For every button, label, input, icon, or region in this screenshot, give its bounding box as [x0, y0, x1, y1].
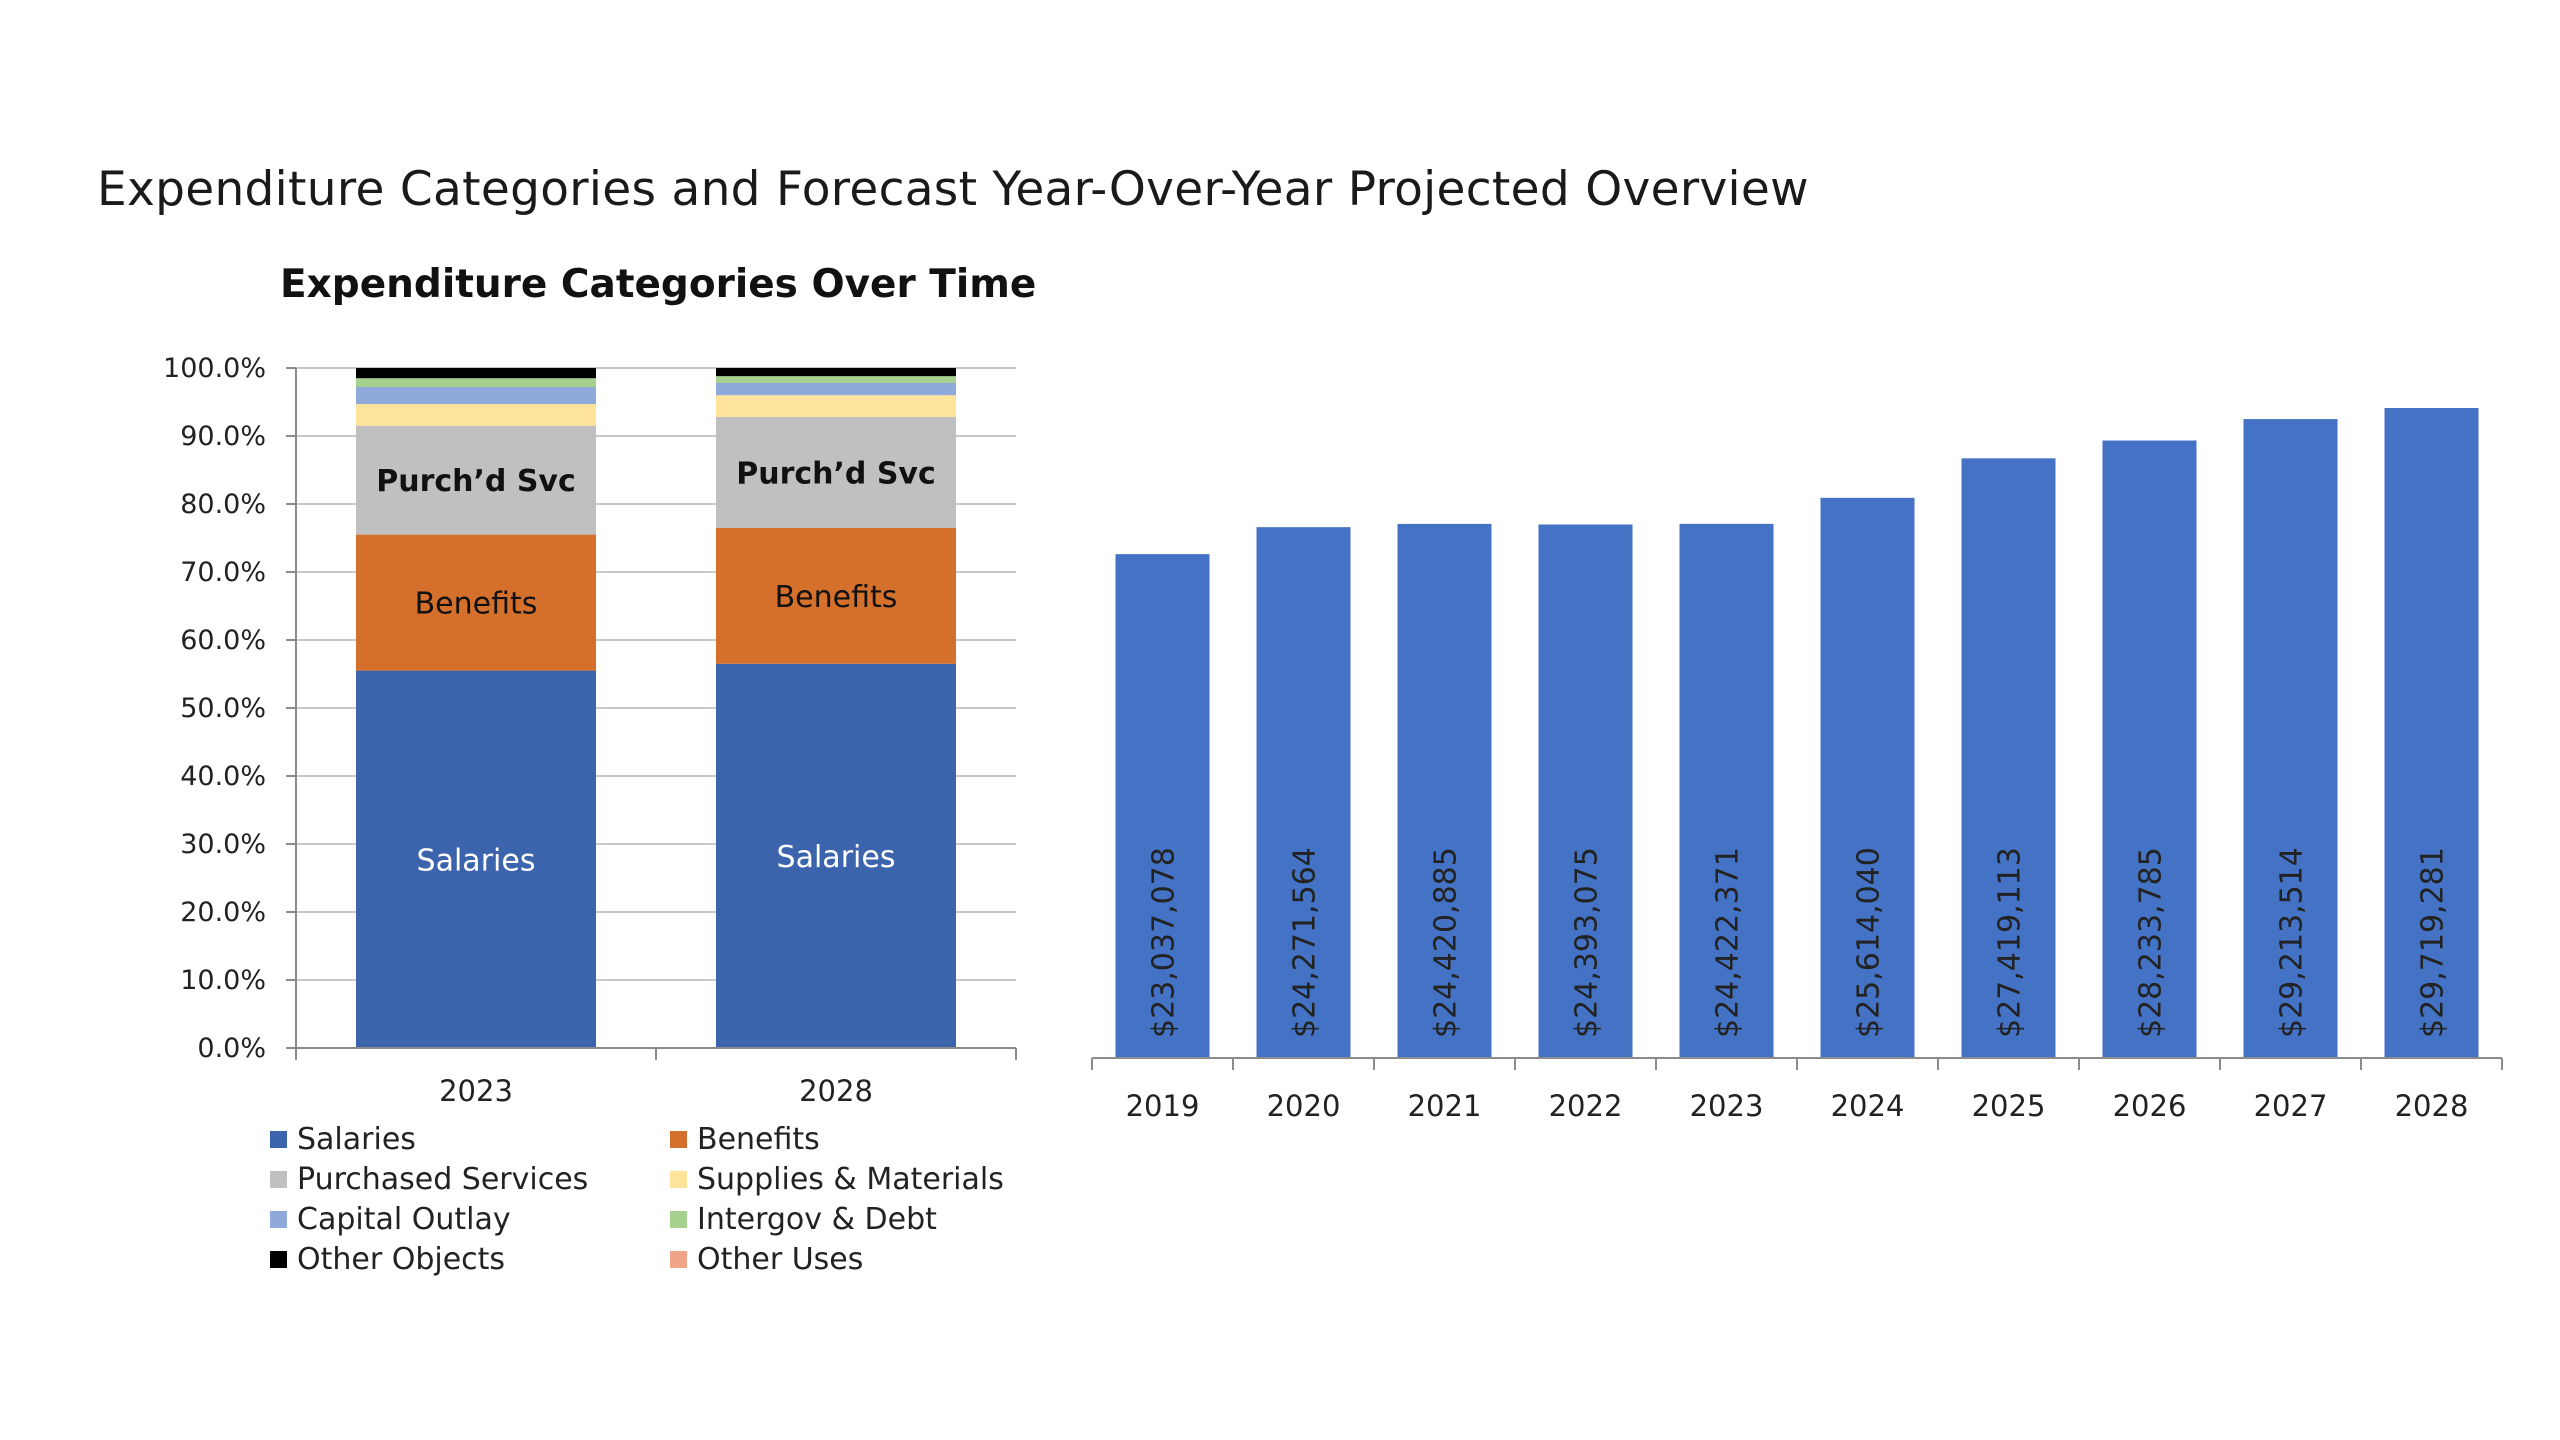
- forecast-bar: [1820, 497, 1915, 1058]
- forecast-bar: [1397, 523, 1492, 1058]
- y-tick-label: 80.0%: [180, 489, 266, 520]
- stacked-segment-salaries: [716, 663, 956, 1048]
- x-category-label: 2028: [799, 1074, 873, 1108]
- forecast-bar: [1961, 458, 2056, 1058]
- stacked-segment-purchased-services: [716, 416, 956, 528]
- legend-swatch: [270, 1130, 287, 1148]
- stacked-segment-salaries: [356, 670, 596, 1048]
- legend-item: Salaries: [270, 1121, 670, 1157]
- bar-data-label: $24,393,075: [1570, 847, 1605, 1038]
- segment-label: Purch’d Svc: [376, 464, 576, 499]
- stacked-segment-purchased-services: [356, 425, 596, 535]
- bar-data-label: $27,419,113: [1993, 847, 2028, 1038]
- legend-item: Supplies & Materials: [670, 1161, 1030, 1197]
- legend-item: Purchased Services: [270, 1161, 670, 1197]
- legend-label: Other Objects: [297, 1241, 506, 1277]
- x-category-label: 2026: [2113, 1089, 2187, 1123]
- x-category-label: 2020: [1267, 1089, 1341, 1123]
- stacked-segment-supplies-materials: [716, 395, 956, 417]
- legend-label: Capital Outlay: [297, 1201, 511, 1237]
- bar-data-label: $24,271,564: [1288, 847, 1323, 1038]
- legend-label: Other Uses: [697, 1241, 864, 1277]
- x-category-label: 2019: [1126, 1089, 1200, 1123]
- legend-swatch: [270, 1250, 287, 1268]
- bar-data-label: $29,213,514: [2275, 847, 2310, 1038]
- y-tick-label: 70.0%: [180, 557, 266, 588]
- y-tick-label: 40.0%: [180, 761, 266, 792]
- x-category-label: 2028: [2395, 1089, 2469, 1123]
- legend-label: Purchased Services: [297, 1161, 589, 1197]
- y-tick-label: 100.0%: [163, 353, 266, 384]
- x-category-label: 2027: [2254, 1089, 2328, 1123]
- stacked-segment-capital-outlay: [716, 382, 956, 396]
- legend-swatch: [270, 1210, 287, 1228]
- forecast-bar: [1256, 527, 1351, 1058]
- stacked-segment-capital-outlay: [356, 387, 596, 405]
- bar-data-label: $23,037,078: [1147, 847, 1182, 1038]
- legend-swatch: [670, 1130, 687, 1148]
- stacked-segment-supplies-materials: [356, 404, 596, 426]
- x-category-label: 2024: [1831, 1089, 1905, 1123]
- y-tick-label: 50.0%: [180, 693, 266, 724]
- y-tick-label: 10.0%: [180, 965, 266, 996]
- stacked-chart: 0.0% 10.0% 20.0% 30.0% 40.0% 50.0% 60.0% 70.0% 8…: [163, 353, 1017, 1108]
- legend-item: Capital Outlay: [270, 1201, 670, 1237]
- forecast-bar: [2102, 440, 2197, 1059]
- legend-swatch: [670, 1250, 687, 1268]
- legend-item: Benefits: [670, 1121, 1030, 1157]
- legend-item: Intergov & Debt: [670, 1201, 1030, 1237]
- x-category-label: 2025: [1972, 1089, 2046, 1123]
- forecast-bar: [1115, 554, 1210, 1058]
- forecast-bar: [2384, 408, 2479, 1058]
- bar-data-label: $24,422,371: [1711, 847, 1746, 1038]
- legend-swatch: [670, 1170, 687, 1188]
- forecast-bar: [1679, 523, 1774, 1058]
- y-tick-label: 60.0%: [180, 625, 266, 656]
- stacked-segment-benefits: [356, 534, 596, 671]
- segment-label: Benefits: [775, 580, 898, 615]
- bar-data-label: $25,614,040: [1852, 847, 1887, 1038]
- stacked-segment-other-objects: [716, 368, 956, 377]
- y-tick-label: 90.0%: [180, 421, 266, 452]
- forecast-bar: [2243, 419, 2338, 1059]
- page-title: Expenditure Categories and Forecast Year…: [97, 162, 1809, 217]
- legend-label: Supplies & Materials: [697, 1161, 1004, 1197]
- stacked-segment-benefits: [716, 527, 956, 664]
- x-category-label: 2023: [1690, 1089, 1764, 1123]
- legend-swatch: [270, 1170, 287, 1188]
- stacked-chart-title: Expenditure Categories Over Time: [280, 262, 1037, 307]
- legend-swatch: [670, 1210, 687, 1228]
- segment-label: Salaries: [417, 843, 536, 878]
- legend-label: Salaries: [297, 1121, 416, 1157]
- x-category-label: 2023: [439, 1074, 513, 1108]
- forecast-bar: [1538, 524, 1633, 1058]
- segment-label: Salaries: [777, 840, 896, 875]
- bar-data-label: $24,420,885: [1429, 847, 1464, 1038]
- x-category-label: 2021: [1408, 1089, 1482, 1123]
- legend-label: Intergov & Debt: [697, 1201, 937, 1237]
- forecast-bar-chart: $23,037,078 2019 $24,271,564 2020 $24,420,88…: [1091, 408, 2503, 1123]
- y-tick-label: 20.0%: [180, 897, 266, 928]
- y-tick-label: 0.0%: [197, 1033, 266, 1064]
- stacked-segment-other-objects: [356, 368, 596, 379]
- legend-item: Other Objects: [270, 1241, 670, 1277]
- stacked-chart-legend: Salaries Benefits Purchased Services Suppli…: [270, 1121, 1030, 1277]
- y-tick-label: 30.0%: [180, 829, 266, 860]
- bar-data-label: $29,719,281: [2416, 847, 2451, 1038]
- segment-label: Benefits: [415, 587, 538, 622]
- stacked-segment-intergov-debt: [716, 376, 956, 383]
- bar-data-label: $28,233,785: [2134, 847, 2169, 1038]
- stacked-segment-intergov-debt: [356, 378, 596, 388]
- segment-label: Purch’d Svc: [736, 456, 936, 491]
- x-category-label: 2022: [1549, 1089, 1623, 1123]
- legend-label: Benefits: [697, 1121, 820, 1157]
- legend-item: Other Uses: [670, 1241, 1030, 1277]
